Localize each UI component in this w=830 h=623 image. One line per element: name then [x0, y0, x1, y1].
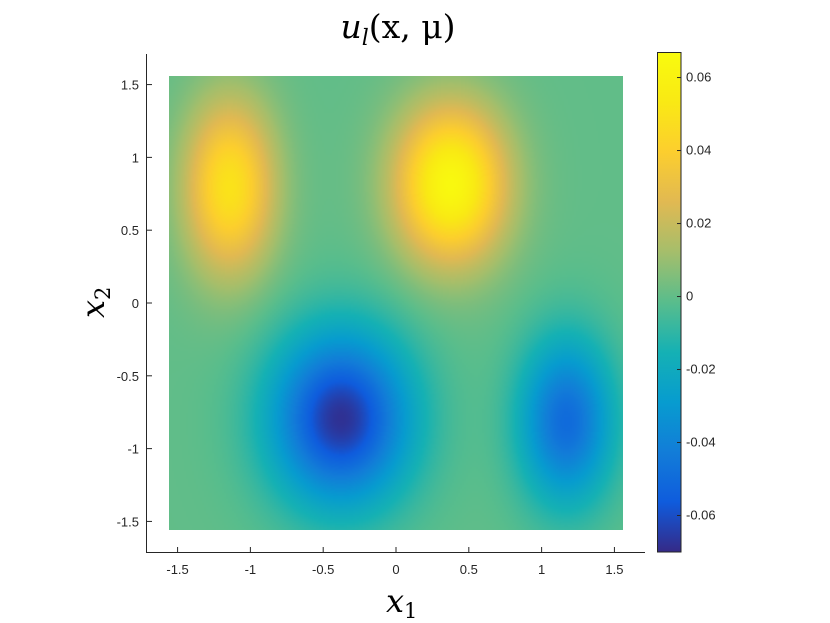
colorbar-tick-label: 0.06 — [686, 70, 711, 85]
x-tick-label: 0.5 — [460, 562, 478, 577]
heatmap-image — [169, 76, 623, 530]
x-axis-label: x1 — [386, 582, 417, 623]
x-tick-label: -1.5 — [166, 562, 188, 577]
y-tick-label: -0.5 — [117, 369, 139, 384]
x-tick-label: 0 — [392, 562, 399, 577]
colorbar-tick-label: 0.02 — [686, 216, 711, 231]
colorbar-tick-label: 0 — [686, 289, 693, 304]
x-tick-label: 1 — [538, 562, 545, 577]
chart-title: ul(x, μ) — [340, 7, 455, 51]
y-axis-label: x2 — [74, 287, 115, 318]
colorbar-tick-label: -0.04 — [686, 435, 716, 450]
y-tick-label: 1 — [132, 150, 139, 165]
y-tick-label: 1.5 — [121, 78, 139, 93]
y-ticks: 1.5 1 0.5 0 -0.5 -1 -1.5 — [117, 78, 152, 529]
heatmap-area — [169, 76, 623, 530]
colorbar-ticks: 0.06 0.04 0.02 0 -0.02 -0.04 -0.06 — [677, 70, 716, 523]
colorbar-tick-label: -0.06 — [686, 508, 716, 523]
x-ticks: -1.5 -1 -0.5 0 0.5 1 1.5 — [166, 547, 623, 577]
y-tick-label: 0.5 — [121, 223, 139, 238]
colorbar-frame — [657, 52, 682, 553]
colorbar-tick-label: -0.02 — [686, 362, 716, 377]
y-tick-label: -1 — [127, 442, 139, 457]
colorbar: 0.06 0.04 0.02 0 -0.02 -0.04 -0.06 — [657, 52, 716, 553]
y-tick-label: -1.5 — [117, 514, 139, 529]
x-tick-label: -1 — [245, 562, 257, 577]
colorbar-gradient — [657, 52, 681, 552]
x-tick-label: 1.5 — [605, 562, 623, 577]
y-tick-label: 0 — [132, 296, 139, 311]
colorbar-tick-label: 0.04 — [686, 143, 711, 158]
x-tick-label: -0.5 — [312, 562, 334, 577]
